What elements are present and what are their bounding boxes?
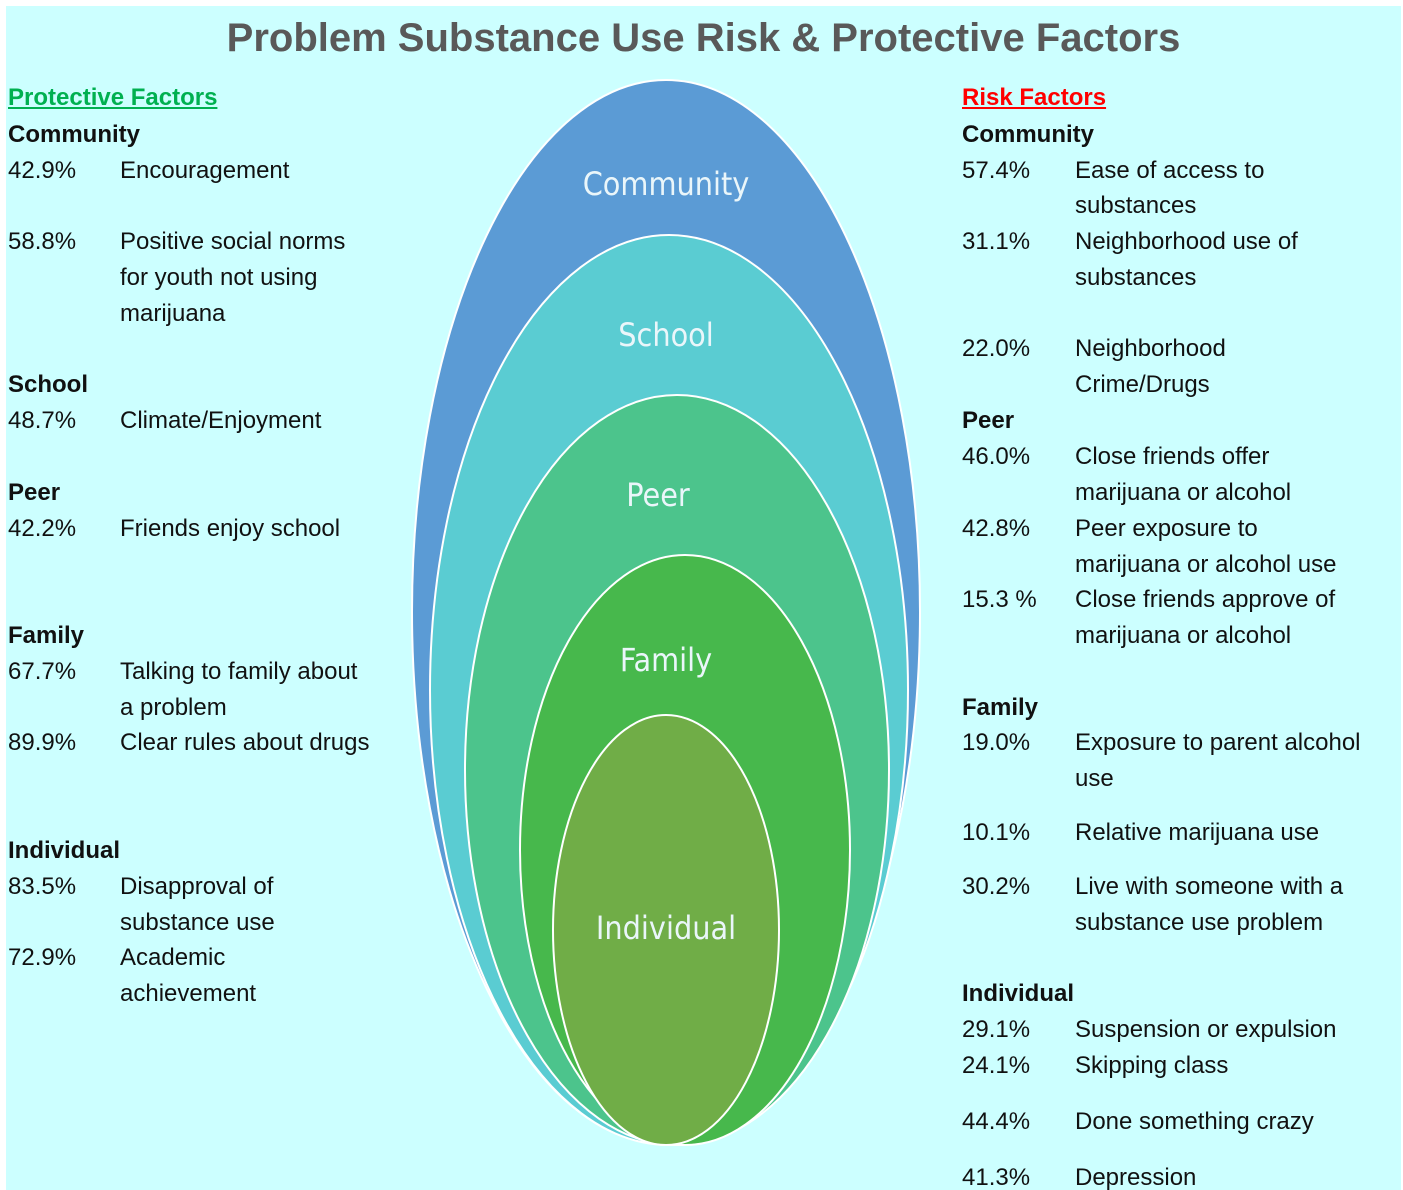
layer-label: Community bbox=[583, 165, 750, 203]
percentage: 72.9% bbox=[8, 944, 77, 971]
factor-text: Suspension or expulsion bbox=[1075, 1016, 1337, 1043]
factor-text: Crime/Drugs bbox=[1075, 371, 1210, 398]
layers-diagram: Community School Peer Family Individual bbox=[411, 79, 921, 1146]
percentage: 42.8% bbox=[962, 515, 1031, 542]
percentage: 89.9% bbox=[8, 729, 77, 756]
factor-text: marijuana or alcohol use bbox=[1075, 551, 1337, 578]
group-name: Family bbox=[8, 622, 85, 649]
factor-text: Relative marijuana use bbox=[1075, 819, 1320, 846]
factor-text: Live with someone with a bbox=[1075, 873, 1344, 900]
group-name: Peer bbox=[962, 407, 1015, 434]
factor-text: Clear rules about drugs bbox=[120, 729, 370, 756]
factor-text: Friends enjoy school bbox=[120, 515, 341, 542]
column-heading: Risk Factors bbox=[962, 84, 1107, 111]
factor-text: marijuana or alcohol bbox=[1075, 479, 1292, 506]
factor-text: Done something crazy bbox=[1075, 1108, 1314, 1135]
factor-text: substance use bbox=[120, 909, 275, 936]
page: Community School Peer Family Individual … bbox=[6, 6, 1401, 1190]
percentage: 22.0% bbox=[962, 335, 1031, 362]
group-name: Family bbox=[962, 694, 1039, 721]
factor-text: marijuana or alcohol bbox=[1075, 622, 1292, 649]
percentage: 44.4% bbox=[962, 1108, 1031, 1135]
factor-text: a problem bbox=[120, 694, 227, 721]
factor-text: Skipping class bbox=[1075, 1052, 1229, 1079]
layer-label: Individual bbox=[596, 909, 736, 947]
percentage: 24.1% bbox=[962, 1052, 1031, 1079]
factor-text: substances bbox=[1075, 264, 1197, 291]
factor-text: use bbox=[1075, 765, 1114, 792]
group-name: School bbox=[8, 371, 89, 398]
factor-text: Peer exposure to bbox=[1075, 515, 1258, 542]
factor-text: substance use problem bbox=[1075, 909, 1324, 936]
factor-text: Disapproval of bbox=[120, 873, 274, 900]
factor-text: Exposure to parent alcohol bbox=[1075, 729, 1361, 756]
percentage: 30.2% bbox=[962, 873, 1031, 900]
factor-text: marijuana bbox=[120, 300, 226, 327]
factor-text: Encouragement bbox=[120, 157, 290, 184]
percentage: 46.0% bbox=[962, 443, 1031, 470]
column-heading: Protective Factors bbox=[8, 84, 218, 111]
factor-text: Ease of access to bbox=[1075, 157, 1265, 184]
layer-label: School bbox=[618, 316, 714, 354]
percentage: 67.7% bbox=[8, 658, 77, 685]
percentage: 58.8% bbox=[8, 228, 77, 255]
layer-label: Peer bbox=[626, 476, 690, 514]
percentage: 41.3% bbox=[962, 1164, 1031, 1190]
percentage: 42.2% bbox=[8, 515, 77, 542]
percentage: 29.1% bbox=[962, 1016, 1031, 1043]
percentage: 48.7% bbox=[8, 407, 77, 434]
layer-label: Family bbox=[620, 641, 712, 679]
group-name: Community bbox=[962, 121, 1094, 148]
percentage: 10.1% bbox=[962, 819, 1031, 846]
factor-text: Positive social norms bbox=[120, 228, 346, 255]
percentage: 42.9% bbox=[8, 157, 77, 184]
group-name: Peer bbox=[8, 479, 61, 506]
factor-text: Close friends approve of bbox=[1075, 586, 1336, 613]
group-name: Individual bbox=[962, 980, 1075, 1007]
factor-text: Neighborhood bbox=[1075, 335, 1226, 362]
factor-text: Climate/Enjoyment bbox=[120, 407, 322, 434]
percentage: 15.3 % bbox=[962, 586, 1037, 613]
group-name: Individual bbox=[8, 837, 121, 864]
factor-text: for youth not using bbox=[120, 264, 318, 291]
percentage: 57.4% bbox=[962, 157, 1031, 184]
factor-text: Academic bbox=[120, 944, 226, 971]
factor-text: Depression bbox=[1075, 1164, 1197, 1190]
percentage: 31.1% bbox=[962, 228, 1031, 255]
percentage: 19.0% bbox=[962, 729, 1031, 756]
factor-text: Neighborhood use of bbox=[1075, 228, 1298, 255]
percentage: 83.5% bbox=[8, 873, 77, 900]
factor-text: substances bbox=[1075, 192, 1197, 219]
title: Problem Substance Use Risk & Protective … bbox=[226, 16, 1181, 60]
individual-layer bbox=[552, 714, 780, 1146]
factor-text: Talking to family about bbox=[120, 658, 358, 685]
factor-text: Close friends offer bbox=[1075, 443, 1270, 470]
factor-text: achievement bbox=[120, 980, 257, 1007]
group-name: Community bbox=[8, 121, 140, 148]
